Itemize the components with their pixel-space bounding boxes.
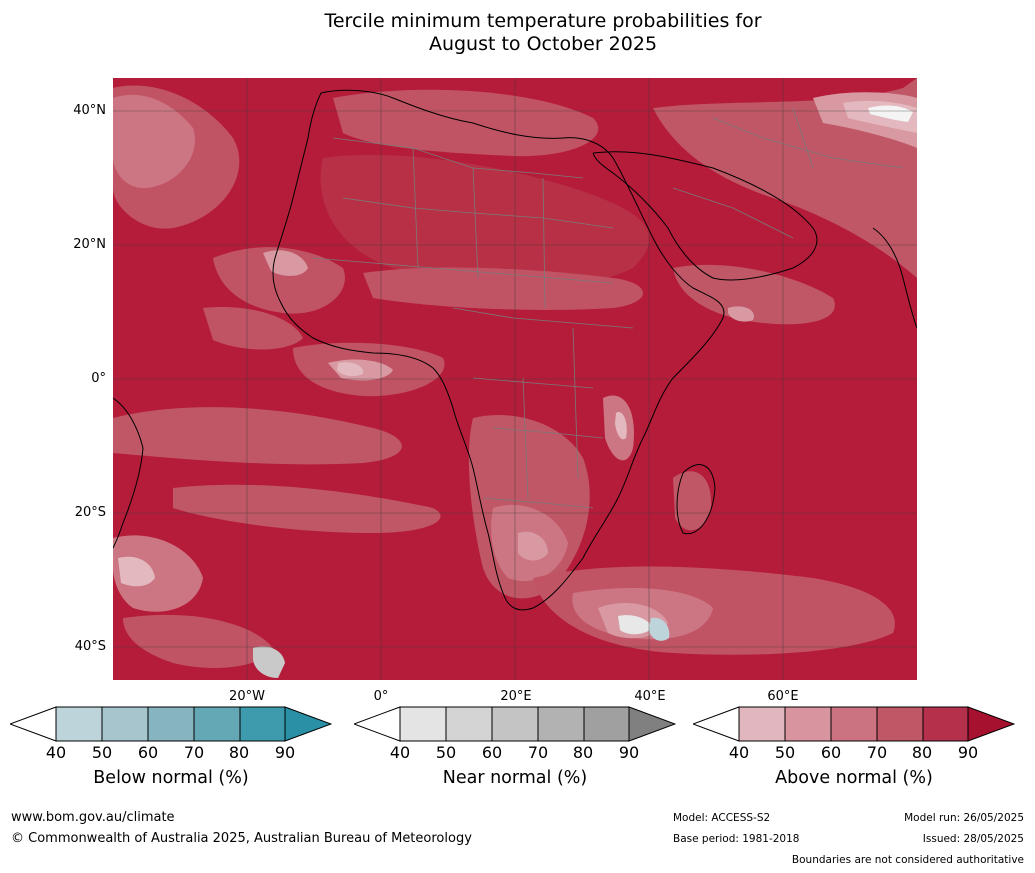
below-tick-50: 50 — [91, 743, 113, 762]
contour-40-lake-malawi — [615, 412, 627, 440]
model-run-date: Model run: 26/05/2025 — [904, 812, 1024, 824]
above-normal-colorbar — [693, 706, 1015, 742]
lon-label-20e: 20°E — [500, 689, 532, 704]
contour-60-north-atlantic — [113, 94, 195, 188]
below-tick-70: 70 — [183, 743, 205, 762]
below-swatch-60 — [148, 707, 194, 741]
above-tick-60: 60 — [820, 743, 842, 762]
near-tick-40: 40 — [389, 743, 411, 762]
near-extend-high — [628, 706, 676, 742]
probability-contours — [113, 78, 917, 678]
coastlines — [113, 89, 917, 611]
lat-label-0: 0° — [91, 371, 106, 386]
contour-near-asia — [868, 105, 913, 122]
lat-label-40s: 40°S — [74, 639, 106, 654]
below-tick-60: 60 — [137, 743, 159, 762]
below-tick-80: 80 — [228, 743, 250, 762]
contour-70-madagascar — [673, 471, 712, 531]
lon-label-40e: 40°E — [634, 689, 666, 704]
above-swatch-70 — [877, 707, 923, 741]
lat-label-20n: 20°N — [73, 237, 106, 252]
above-swatch-60 — [831, 707, 877, 741]
below-tick-40: 40 — [45, 743, 67, 762]
contour-60-southwest-atlantic — [113, 535, 203, 612]
contour-below-south-indian — [649, 617, 670, 641]
contour-70-equatorial-atlantic — [203, 307, 303, 350]
lon-label-0: 0° — [373, 689, 389, 704]
contour-70-arabian-sea — [673, 264, 835, 325]
below-extend-low — [10, 706, 57, 742]
model-name: Model: ACCESS-S2 — [673, 812, 771, 824]
base-period: Base period: 1981-2018 — [673, 833, 800, 845]
contour-50-southern-africa — [518, 531, 548, 561]
madagascar-coastline — [676, 464, 716, 535]
lon-label-60e: 60°E — [767, 689, 799, 704]
contour-70-mediterranean — [333, 89, 599, 157]
above-tick-70: 70 — [866, 743, 888, 762]
near-tick-70: 70 — [527, 743, 549, 762]
contour-50-horn — [728, 306, 754, 322]
probability-map — [113, 78, 917, 680]
above-tick-40: 40 — [728, 743, 750, 762]
contour-40-southwest-atlantic — [118, 556, 155, 587]
near-tick-80: 80 — [572, 743, 594, 762]
below-legend-title: Below normal (%) — [93, 768, 249, 788]
country-borders — [312, 107, 904, 509]
above-swatch-50 — [785, 707, 831, 741]
india-coastline — [872, 227, 917, 329]
arabia-coastline — [592, 151, 818, 281]
above-tick-50: 50 — [774, 743, 796, 762]
near-tick-50: 50 — [435, 743, 457, 762]
issued-date: Issued: 28/05/2025 — [922, 833, 1024, 845]
above-extend-high — [967, 706, 1015, 742]
lat-label-20s: 20°S — [74, 505, 106, 520]
near-swatch-70 — [538, 707, 584, 741]
above-extend-low — [693, 706, 740, 742]
contour-70-south-atlantic-south — [123, 614, 273, 668]
below-swatch-70 — [194, 707, 240, 741]
below-tick-90: 90 — [274, 743, 296, 762]
near-swatch-50 — [446, 707, 492, 741]
above-tick-80: 80 — [911, 743, 933, 762]
near-normal-colorbar — [354, 706, 676, 742]
near-extend-low — [354, 706, 401, 742]
contour-70-south-atlantic-2 — [173, 484, 441, 533]
boundaries-disclaimer: Boundaries are not considered authoritat… — [791, 854, 1024, 866]
near-swatch-60 — [492, 707, 538, 741]
contour-80-sahara — [320, 154, 650, 287]
above-swatch-80 — [923, 707, 968, 741]
near-legend-title: Near normal (%) — [442, 768, 588, 788]
contour-50-west-africa-coast — [263, 250, 308, 276]
above-swatch-40 — [739, 707, 785, 741]
near-tick-90: 90 — [618, 743, 640, 762]
contour-40-equatorial-atlantic — [337, 362, 364, 377]
near-tick-60: 60 — [481, 743, 503, 762]
lon-label-20w: 20°W — [229, 689, 265, 704]
below-swatch-40 — [56, 707, 102, 741]
chart-title: Tercile minimum temperature probabilitie… — [0, 10, 1035, 56]
near-swatch-80 — [584, 707, 629, 741]
near-swatch-40 — [400, 707, 446, 741]
below-normal-colorbar — [10, 706, 332, 742]
africa-coastline — [272, 89, 725, 611]
contour-70-west-africa-coast — [213, 247, 345, 314]
contour-near-south-indian — [618, 615, 653, 635]
title-line-1: Tercile minimum temperature probabilitie… — [324, 10, 762, 32]
below-extend-high — [284, 706, 332, 742]
contour-near-south-atlantic — [253, 646, 285, 678]
above-legend-title: Above normal (%) — [775, 768, 933, 788]
below-swatch-50 — [102, 707, 148, 741]
lat-label-40n: 40°N — [73, 103, 106, 118]
below-swatch-80 — [240, 707, 285, 741]
south-america-coastline — [113, 397, 144, 549]
contour-70-south-atlantic — [113, 407, 402, 465]
graticule — [113, 78, 917, 680]
copyright-notice: © Commonwealth of Australia 2025, Austra… — [11, 831, 472, 846]
contour-70-sahel — [363, 267, 643, 310]
above-tick-90: 90 — [957, 743, 979, 762]
title-line-2: August to October 2025 — [428, 33, 658, 55]
website-link[interactable]: www.bom.gov.au/climate — [11, 810, 175, 825]
